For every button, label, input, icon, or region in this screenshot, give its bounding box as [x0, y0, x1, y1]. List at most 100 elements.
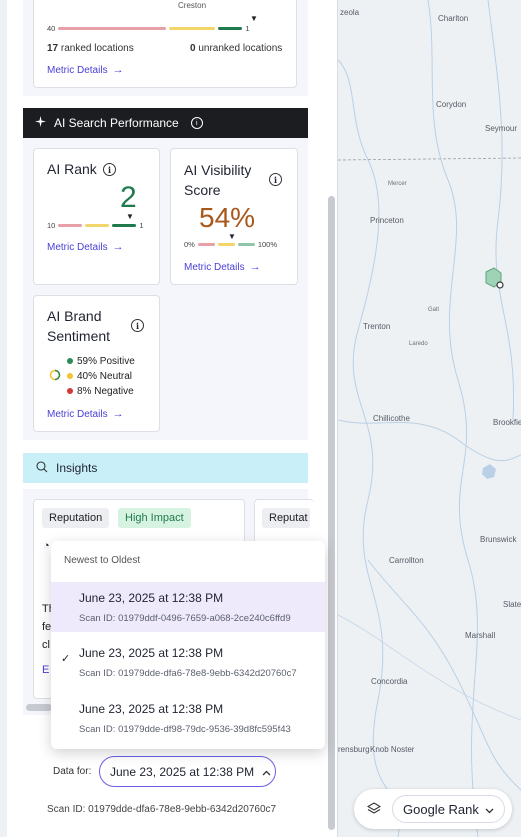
- scale-segment: [237, 243, 255, 246]
- map-town-label: Seymour: [485, 124, 518, 133]
- scale-low-label: 0%: [184, 240, 195, 249]
- map-town-label: Princeton: [370, 216, 404, 225]
- scale-segment: [197, 243, 215, 246]
- map-view[interactable]: zeola Charlton Corydon Seymour Mercer Pr…: [338, 0, 521, 837]
- insights-icon: [35, 460, 48, 476]
- scale-segment: [169, 27, 216, 30]
- scan-date-select[interactable]: June 23, 2025 at 12:38 PM: [99, 756, 276, 787]
- ai-search-performance-header: AI Search Performance i: [23, 108, 308, 138]
- metric-details-label: Metric Details: [47, 64, 108, 76]
- scale-high-label: 100%: [257, 240, 278, 249]
- scale-segment: [217, 243, 235, 246]
- scan-date-dropdown: Newest to Oldest June 23, 2025 at 12:38 …: [51, 541, 325, 749]
- scale-high-label: 1: [245, 24, 250, 33]
- ai-rank-scale: 10 1: [47, 221, 144, 230]
- map-town-label: Creston: [178, 1, 207, 10]
- ai-rank-value: 2: [120, 181, 137, 214]
- map-town-label: Corydon: [436, 100, 467, 109]
- unranked-locations: 0 unranked locations: [190, 43, 282, 54]
- sentiment-legend: 59% Positive 40% Neutral 8% Negative: [67, 354, 135, 399]
- scale-segment: [218, 27, 243, 30]
- metric-details-link[interactable]: Metric Details →: [184, 261, 261, 273]
- map-town-label: Galt: [428, 307, 440, 313]
- sentiment-positive: 59% Positive: [67, 354, 135, 369]
- sentiment-label: 59% Positive: [77, 356, 135, 367]
- sentiment-label: 8% Negative: [77, 386, 134, 397]
- scale-low-label: 40: [47, 24, 56, 33]
- chevron-down-icon: [485, 802, 494, 817]
- info-icon[interactable]: i: [269, 173, 282, 186]
- map-town-label: Chillicothe: [373, 414, 410, 423]
- scan-option[interactable]: June 23, 2025 at 12:38 PM Scan ID: 01979…: [51, 582, 325, 632]
- sentiment-title-line2: Sentiment: [47, 328, 111, 344]
- sort-order-label: Newest to Oldest: [64, 555, 141, 566]
- google-rank-select[interactable]: Google Rank: [392, 795, 505, 823]
- scan-option-id: Scan ID: 01979dde-df98-79dc-9536-39d8fc5…: [79, 724, 291, 735]
- arrow-right-icon: →: [112, 241, 124, 253]
- arrow-right-icon: →: [112, 408, 124, 420]
- metric-details-link[interactable]: Metric Details →: [47, 408, 124, 420]
- sentiment-negative: 8% Negative: [67, 384, 135, 399]
- ai-rank-title: AI Rank: [47, 161, 97, 177]
- scan-option[interactable]: June 23, 2025 at 12:38 PM Scan ID: 01979…: [51, 693, 325, 743]
- metric-details-label: Metric Details: [47, 241, 108, 253]
- panel-scrollbar[interactable]: [328, 196, 335, 830]
- legend-dot: [67, 388, 73, 394]
- sentiment-label: 40% Neutral: [77, 371, 133, 382]
- sentiment-donut-icon: [49, 369, 61, 381]
- google-rank-label: Google Rank: [403, 801, 479, 817]
- scale-high-label: 1: [139, 221, 144, 230]
- panel-gutter: [0, 0, 7, 837]
- info-icon[interactable]: i: [131, 319, 144, 332]
- scan-option-id: Scan ID: 01979ddf-0496-7659-a068-2ce240c…: [79, 613, 291, 624]
- insights-scrollbar[interactable]: [26, 704, 52, 711]
- unranked-label: unranked locations: [198, 43, 283, 54]
- insight-link[interactable]: E: [42, 664, 50, 676]
- info-icon[interactable]: i: [103, 163, 116, 176]
- scale-segment: [58, 224, 83, 227]
- arrow-right-icon: →: [249, 261, 261, 273]
- scan-option[interactable]: ✓ June 23, 2025 at 12:38 PM Scan ID: 019…: [51, 637, 325, 687]
- selected-date: June 23, 2025 at 12:38 PM: [110, 764, 255, 779]
- scan-option-id: Scan ID: 01979dde-dfa6-78e8-9ebb-6342d20…: [79, 668, 297, 679]
- ai-visibility-card: [170, 148, 298, 285]
- map-town-label: Knob Noster: [370, 745, 415, 754]
- sparkle-icon: [35, 116, 46, 130]
- sentiment-title-line1: AI Brand: [47, 308, 102, 324]
- metric-details-label: Metric Details: [47, 408, 108, 420]
- map-rank-control: Google Rank: [354, 789, 512, 829]
- reputation-tag: Reputation: [42, 508, 110, 528]
- insights-title: Insights: [56, 461, 98, 475]
- metric-details-link[interactable]: Metric Details →: [47, 64, 124, 76]
- ai-visibility-scale: 0% 100%: [184, 240, 277, 249]
- reputation-tag: Reputat: [262, 508, 310, 528]
- scan-option-date: June 23, 2025 at 12:38 PM: [79, 646, 224, 660]
- scale-low-label: 10: [47, 221, 56, 230]
- chevron-up-icon: [262, 765, 271, 779]
- map-lines: [338, 0, 521, 837]
- metric-details-label: Metric Details: [184, 261, 245, 273]
- info-icon[interactable]: i: [190, 117, 203, 129]
- ai-visibility-title-line1: AI Visibility: [184, 162, 252, 178]
- data-for-label: Data for:: [53, 766, 92, 777]
- scale-pointer-icon: ▼: [250, 14, 258, 23]
- ai-visibility-title-line2: Score: [184, 182, 221, 198]
- map-town-label: Marshall: [465, 631, 496, 640]
- arrow-right-icon: →: [112, 64, 124, 76]
- ai-rank-card: [33, 148, 160, 285]
- map-town-label: Slate: [503, 600, 521, 609]
- layers-icon[interactable]: [364, 799, 384, 819]
- ranked-count: 17: [47, 43, 59, 54]
- scan-option-date: June 23, 2025 at 12:38 PM: [79, 591, 224, 605]
- ai-visibility-value: 54%: [199, 202, 256, 233]
- unranked-count: 0: [190, 43, 196, 54]
- metric-details-link[interactable]: Metric Details →: [47, 241, 124, 253]
- lightbulb-icon: ◔: [43, 540, 50, 552]
- scan-option-date: June 23, 2025 at 12:38 PM: [79, 702, 224, 716]
- insights-header: Insights: [23, 453, 308, 483]
- checkmark-icon: ✓: [61, 653, 71, 665]
- insight-text-line: cl: [42, 639, 50, 651]
- scale-pointer-icon: ▼: [126, 212, 134, 221]
- footer-scan-id: Scan ID: 01979dde-dfa6-78e8-9ebb-6342d20…: [47, 804, 277, 815]
- ranked-locations: 17 ranked locations: [47, 43, 134, 54]
